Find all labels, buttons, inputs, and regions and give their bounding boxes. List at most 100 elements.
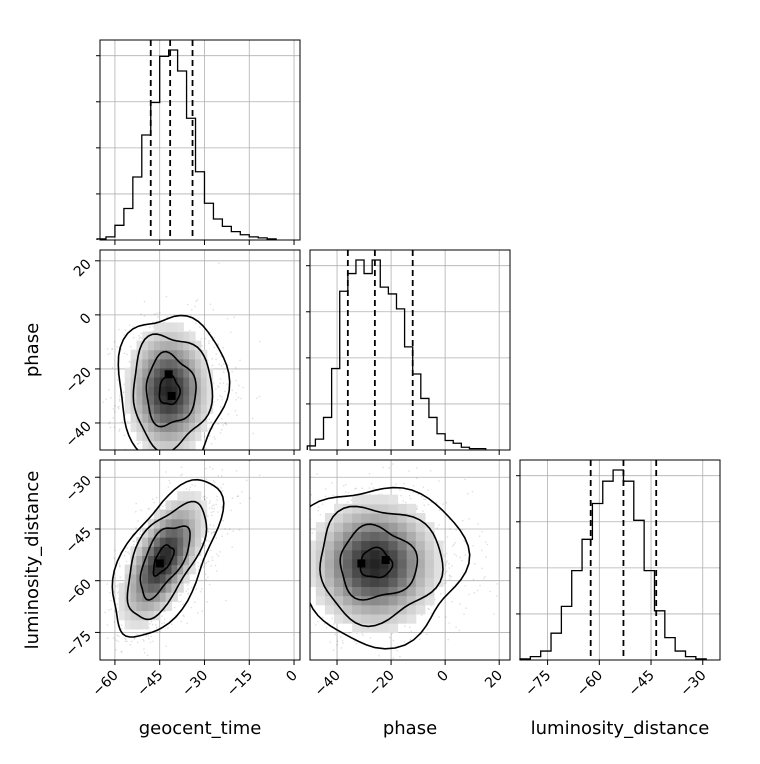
density-cell bbox=[334, 549, 344, 560]
density-cell bbox=[165, 340, 173, 351]
density-cell bbox=[352, 568, 362, 578]
density-cell bbox=[177, 367, 184, 378]
density-cell bbox=[165, 358, 173, 369]
density-cell bbox=[177, 340, 184, 351]
contour-line bbox=[126, 500, 208, 621]
density-cell bbox=[142, 340, 149, 351]
density-cell bbox=[153, 573, 161, 584]
density-cell bbox=[148, 573, 155, 584]
density-cell bbox=[148, 349, 155, 360]
density-peak bbox=[381, 556, 390, 564]
density-cell bbox=[142, 610, 149, 621]
density-cell bbox=[397, 595, 408, 606]
density-cell bbox=[165, 500, 173, 511]
density-peak bbox=[164, 370, 173, 379]
density-cell bbox=[124, 404, 132, 414]
density-cell bbox=[194, 367, 202, 378]
density-cell bbox=[324, 558, 335, 569]
density-cell bbox=[183, 340, 190, 351]
density-cell bbox=[136, 601, 143, 612]
density-cell bbox=[310, 540, 317, 551]
density-cell bbox=[352, 549, 362, 560]
density-cell bbox=[370, 604, 381, 615]
density-cell bbox=[343, 540, 353, 551]
density-cell bbox=[406, 586, 417, 597]
density-cell bbox=[194, 527, 202, 538]
density-cell bbox=[183, 376, 190, 387]
density-cell bbox=[194, 358, 202, 369]
density-cell bbox=[424, 558, 435, 569]
density-cell bbox=[379, 540, 390, 551]
density-cell bbox=[189, 509, 196, 520]
density-cell bbox=[165, 592, 173, 602]
density-cell bbox=[159, 564, 167, 575]
density-cell bbox=[171, 340, 179, 351]
density-cell bbox=[177, 404, 184, 414]
density-cell bbox=[379, 494, 390, 505]
density-cell bbox=[148, 367, 155, 378]
density-cell bbox=[159, 404, 167, 414]
density-cell bbox=[206, 395, 214, 405]
density-cell bbox=[154, 386, 161, 396]
density-cell bbox=[142, 573, 149, 584]
density-cell bbox=[183, 573, 190, 584]
density-cell bbox=[397, 549, 408, 560]
density-cell bbox=[136, 395, 143, 405]
density-cell bbox=[361, 613, 371, 624]
density-cell bbox=[415, 522, 426, 532]
panel-frame bbox=[309, 459, 511, 661]
density-cell bbox=[177, 546, 184, 557]
density-cell bbox=[142, 349, 149, 360]
density-cell bbox=[406, 522, 417, 532]
density-cell bbox=[370, 558, 381, 569]
x-tick-label: −15 bbox=[224, 668, 256, 700]
density-cell bbox=[200, 376, 208, 387]
density-cell bbox=[183, 546, 190, 557]
density-cell bbox=[189, 358, 196, 369]
density-cell bbox=[177, 573, 184, 584]
panel-frame bbox=[99, 39, 301, 241]
density-cell bbox=[153, 527, 161, 538]
density-cell bbox=[189, 518, 196, 529]
density-cell bbox=[189, 395, 196, 405]
x-axis-label-phase: phase bbox=[383, 718, 437, 739]
density-cell bbox=[361, 623, 371, 633]
density-cell bbox=[370, 513, 381, 523]
density-cell bbox=[177, 582, 184, 593]
density-cell bbox=[334, 558, 344, 569]
density-cell bbox=[171, 431, 179, 442]
density-cell bbox=[148, 422, 155, 433]
density-cell bbox=[136, 376, 143, 387]
density-cell bbox=[388, 623, 399, 633]
density-cell bbox=[154, 358, 161, 369]
density-cell bbox=[124, 367, 132, 378]
density-cell bbox=[194, 349, 202, 360]
density-cell bbox=[194, 509, 202, 520]
x-tick-label: −45 bbox=[134, 668, 166, 700]
density-cell bbox=[388, 513, 399, 523]
density-cell bbox=[424, 531, 435, 542]
density-cell bbox=[189, 413, 196, 423]
density-cell bbox=[361, 568, 371, 578]
density-cell bbox=[343, 568, 353, 578]
density-cell bbox=[124, 395, 132, 405]
density-cell bbox=[159, 322, 167, 333]
density-cell bbox=[415, 558, 426, 569]
density-cell bbox=[352, 623, 362, 633]
density-cell bbox=[183, 349, 190, 360]
density-cell bbox=[415, 586, 426, 597]
density-cell bbox=[124, 573, 132, 584]
density-cell bbox=[370, 595, 381, 606]
density-cell bbox=[165, 527, 173, 538]
density-cell bbox=[343, 604, 353, 615]
panel-frame bbox=[99, 459, 301, 661]
density-cell bbox=[159, 546, 167, 557]
density-cell bbox=[142, 331, 149, 342]
density-cell bbox=[406, 503, 417, 514]
density-cell bbox=[165, 555, 173, 566]
density-cell bbox=[343, 558, 353, 569]
density-cell bbox=[324, 513, 335, 523]
histogram-step-geocent-time bbox=[96, 49, 277, 240]
density-cell bbox=[397, 531, 408, 542]
